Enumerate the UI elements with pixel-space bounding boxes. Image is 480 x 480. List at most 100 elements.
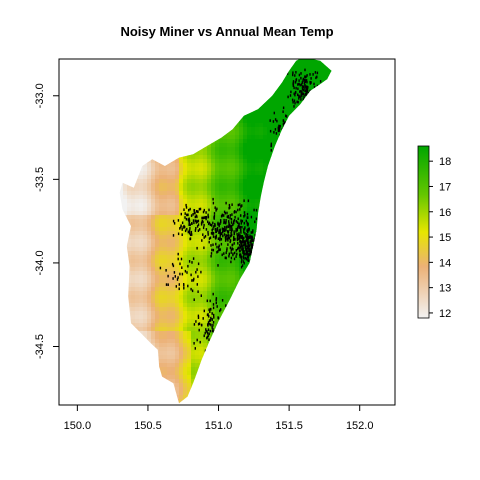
occurrence-point bbox=[306, 87, 309, 91]
occurrence-point bbox=[167, 283, 169, 286]
occurrence-point bbox=[192, 257, 195, 260]
occurrence-point bbox=[206, 313, 209, 317]
occurrence-point bbox=[210, 232, 213, 235]
occurrence-point bbox=[189, 227, 191, 230]
occurrence-point bbox=[298, 73, 301, 77]
occurrence-point bbox=[184, 229, 187, 233]
occurrence-point bbox=[290, 128, 292, 132]
occurrence-point bbox=[315, 76, 317, 80]
occurrence-point bbox=[284, 137, 287, 140]
occurrence-point bbox=[183, 208, 185, 211]
occurrence-point bbox=[304, 89, 306, 92]
temperature-raster bbox=[119, 59, 332, 404]
plot-frame bbox=[58, 58, 396, 406]
occurrence-point bbox=[215, 209, 217, 212]
occurrence-point bbox=[230, 229, 233, 233]
occurrence-point bbox=[230, 260, 232, 264]
occurrence-point bbox=[226, 249, 228, 252]
occurrence-point bbox=[237, 247, 239, 251]
occurrence-point bbox=[306, 74, 308, 77]
occurrence-point bbox=[308, 99, 310, 103]
occurrence-point bbox=[239, 253, 241, 257]
occurrence-point bbox=[225, 228, 227, 232]
occurrence-point bbox=[278, 139, 281, 143]
occurrence-point bbox=[286, 132, 289, 136]
occurrence-point bbox=[223, 221, 226, 224]
occurrence-point bbox=[302, 101, 304, 105]
occurrence-point bbox=[228, 327, 230, 330]
occurrence-point bbox=[242, 251, 245, 255]
occurrence-point bbox=[250, 250, 253, 253]
occurrence-point bbox=[217, 221, 219, 225]
occurrence-point bbox=[183, 286, 185, 290]
occurrence-point bbox=[193, 221, 195, 225]
occurrence-point bbox=[245, 257, 248, 261]
occurrence-point bbox=[294, 74, 296, 77]
legend-tick-label: 16 bbox=[439, 207, 451, 219]
occurrence-point bbox=[217, 349, 219, 352]
occurrence-point bbox=[282, 134, 285, 138]
occurrence-point bbox=[196, 220, 199, 223]
occurrence-point bbox=[241, 204, 243, 207]
occurrence-point bbox=[297, 93, 299, 97]
occurrence-point bbox=[304, 68, 306, 72]
occurrence-point bbox=[236, 226, 239, 230]
occurrence-point bbox=[294, 124, 297, 128]
occurrence-point bbox=[226, 247, 228, 250]
occurrence-point bbox=[233, 230, 235, 233]
occurrence-point bbox=[282, 134, 284, 138]
occurrence-point bbox=[223, 228, 225, 232]
x-tick-label: 150.0 bbox=[64, 420, 92, 432]
occurrence-point bbox=[219, 232, 221, 235]
occurrence-point bbox=[229, 214, 231, 217]
occurrence-point bbox=[247, 259, 249, 262]
occurrence-point bbox=[306, 90, 308, 94]
occurrence-point bbox=[196, 283, 198, 286]
occurrence-point bbox=[242, 239, 244, 242]
occurrence-point bbox=[278, 127, 281, 130]
occurrence-point bbox=[206, 336, 208, 340]
occurrence-point bbox=[236, 252, 238, 256]
occurrence-point bbox=[231, 213, 233, 216]
occurrence-point bbox=[292, 71, 294, 74]
occurrence-point bbox=[319, 80, 322, 83]
occurrence-point bbox=[292, 73, 294, 77]
occurrence-point bbox=[209, 345, 211, 348]
occurrence-point bbox=[285, 131, 287, 135]
occurrence-point bbox=[201, 239, 203, 242]
occurrence-point bbox=[240, 244, 242, 248]
occurrence-point bbox=[240, 256, 242, 259]
occurrence-point bbox=[192, 279, 195, 282]
occurrence-point bbox=[239, 236, 241, 239]
occurrence-point bbox=[159, 266, 162, 270]
occurrence-point bbox=[217, 316, 219, 319]
occurrence-point bbox=[297, 100, 299, 104]
occurrence-point bbox=[299, 90, 301, 93]
occurrence-point bbox=[207, 324, 209, 327]
occurrence-point bbox=[177, 252, 179, 256]
occurrence-point bbox=[285, 125, 287, 128]
occurrence-point bbox=[172, 264, 175, 268]
y-tick-label: -34.5 bbox=[34, 334, 46, 359]
occurrence-point bbox=[218, 244, 220, 248]
occurrence-point bbox=[187, 284, 189, 288]
occurrence-point bbox=[218, 335, 220, 338]
occurrence-point bbox=[209, 223, 212, 226]
occurrence-point bbox=[241, 240, 243, 244]
occurrence-point bbox=[181, 228, 183, 231]
occurrence-point bbox=[316, 75, 318, 79]
occurrence-point bbox=[301, 85, 304, 88]
occurrence-point bbox=[247, 230, 249, 234]
occurrence-point bbox=[250, 259, 252, 262]
occurrence-point bbox=[250, 242, 252, 245]
occurrence-point bbox=[246, 238, 248, 242]
occurrence-point bbox=[214, 227, 216, 231]
occurrence-point bbox=[311, 103, 313, 107]
occurrence-point bbox=[208, 319, 211, 322]
occurrence-point bbox=[208, 338, 210, 341]
occurrence-point bbox=[212, 243, 214, 247]
occurrence-point bbox=[273, 111, 275, 115]
occurrence-point bbox=[283, 121, 286, 125]
occurrence-point bbox=[299, 95, 301, 99]
occurrence-point bbox=[237, 217, 239, 221]
